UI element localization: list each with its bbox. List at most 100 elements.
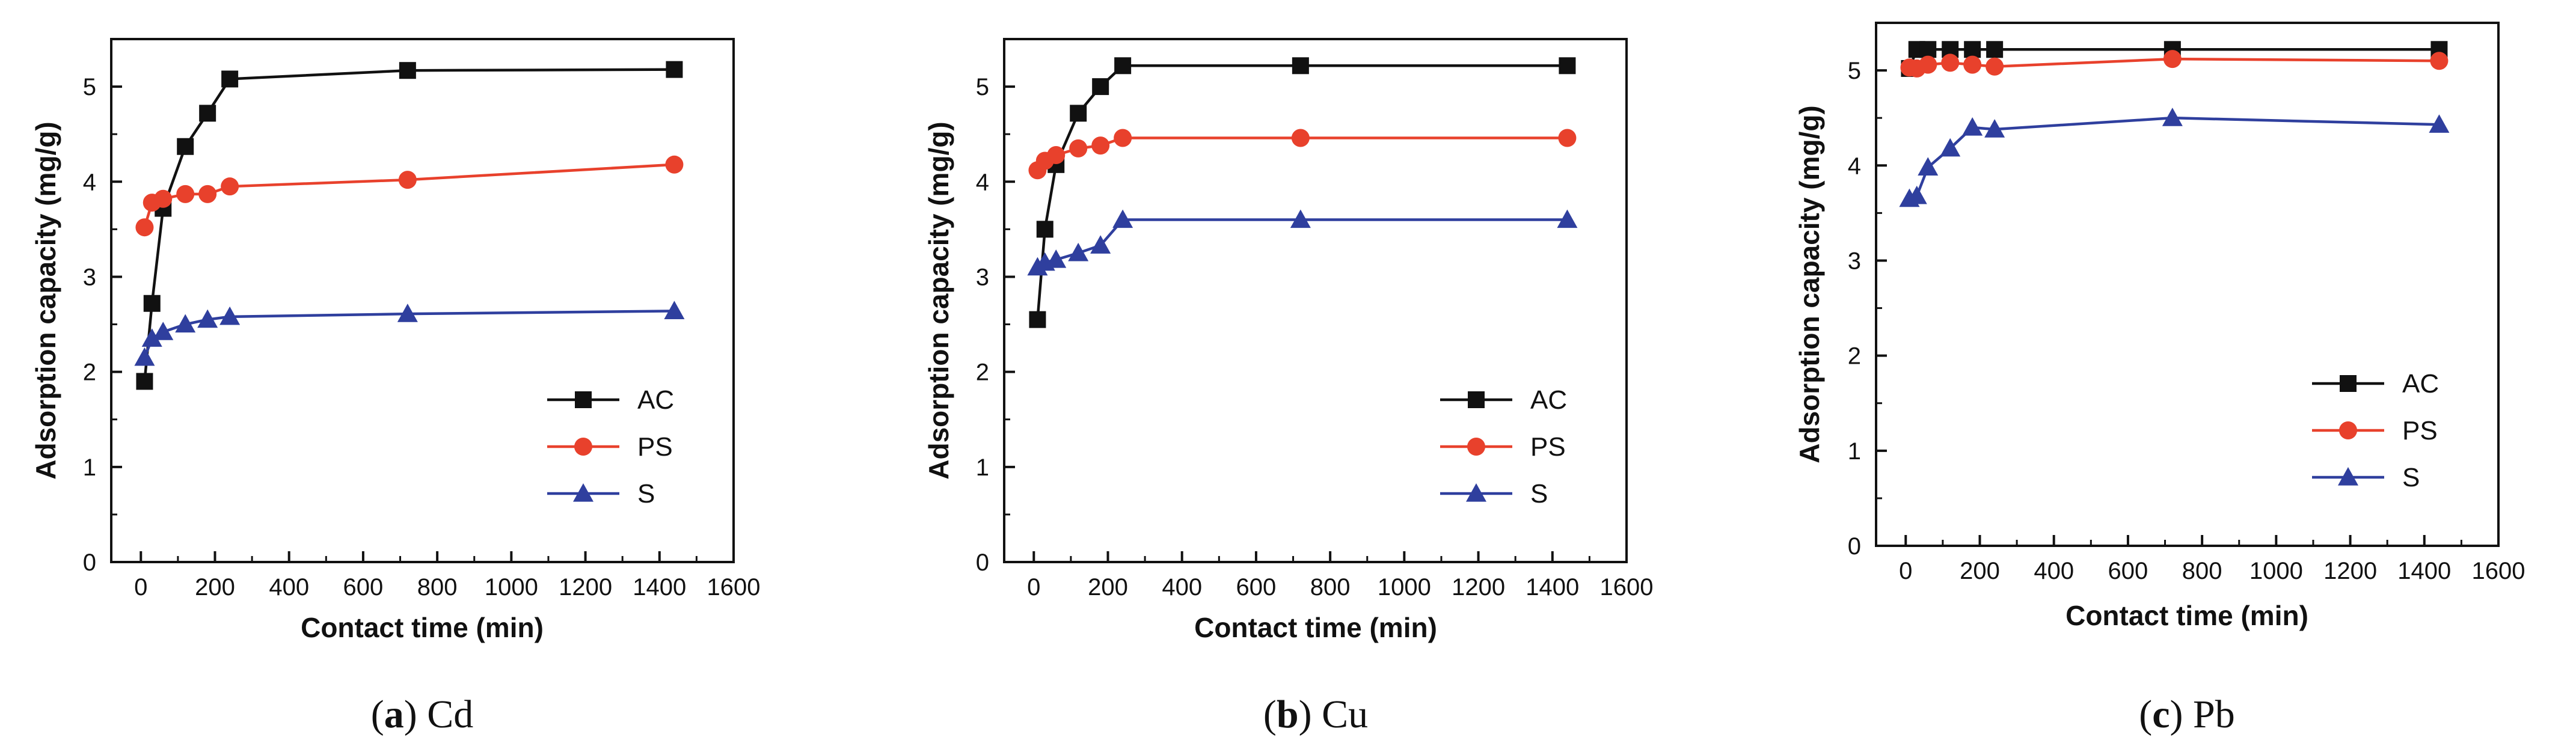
y-tick-label: 0 (976, 549, 989, 576)
series-layer (134, 61, 685, 390)
data-point-ac (399, 62, 416, 79)
data-point-s (1112, 209, 1133, 228)
data-point-s (397, 304, 418, 322)
data-point-ps (1291, 129, 1310, 147)
x-tick-label: 1000 (2249, 558, 2303, 584)
panel-element: Cd (427, 692, 473, 736)
y-tick-label: 5 (83, 74, 96, 100)
x-tick-label: 1200 (2323, 558, 2377, 584)
data-point-s (2162, 108, 2183, 126)
data-point-ac (1092, 78, 1109, 96)
legend-label-ac: AC (2402, 369, 2439, 399)
x-tick-label: 0 (134, 574, 147, 601)
data-point-s (175, 314, 196, 333)
axis-ticks (1876, 69, 2500, 547)
y-tick-label: 0 (83, 549, 96, 576)
x-tick-label: 200 (195, 574, 235, 601)
y-tick-label: 5 (976, 74, 989, 100)
tick-labels: 0 200 400 600 800 1000 1200 1400 1600 0 1 2 3 4 5 (1848, 58, 2525, 584)
y-tick-label: 2 (976, 359, 989, 386)
x-tick-label: 400 (1162, 574, 1202, 601)
data-point-s (134, 347, 155, 366)
data-point-ps (2430, 52, 2449, 70)
data-point-ps (1091, 136, 1110, 155)
y-tick-label: 0 (1848, 533, 1861, 560)
data-point-s (1068, 242, 1089, 261)
x-tick-label: 1200 (559, 574, 612, 601)
data-point-s (1940, 138, 1961, 157)
data-point-ac (1292, 57, 1309, 75)
legend-marker-s (2338, 467, 2358, 486)
legend-label-ac: AC (1530, 385, 1567, 415)
plot-frame (110, 38, 735, 563)
panel-letter: c (2152, 692, 2170, 736)
legend-marker-ac (2340, 375, 2357, 392)
y-axis-title: Adsorption capacity (mg/g) (923, 121, 954, 479)
x-axis-title: Contact time (min) (2065, 600, 2308, 631)
panel-element: Cu (1322, 692, 1368, 736)
data-point-ps (1941, 53, 1960, 72)
data-point-s (141, 328, 162, 347)
y-tick-label: 1 (1848, 438, 1861, 465)
x-tick-label: 600 (2108, 558, 2148, 584)
axis-ticks (1004, 85, 1628, 563)
y-axis-title: Adsorption capacity (mg/g) (30, 121, 61, 479)
data-point-s (1984, 119, 2005, 138)
data-point-s (197, 309, 218, 328)
y-tick-label: 3 (976, 264, 989, 290)
data-point-ac (199, 105, 216, 122)
x-tick-label: 400 (2034, 558, 2074, 584)
legend-marker-ac (575, 391, 592, 408)
x-tick-label: 1000 (1378, 574, 1431, 601)
chart-panel-b: 0 200 400 600 800 1000 1200 1400 1600 0 1 2 3 4 5 AC PS… (923, 38, 1653, 736)
data-point-ac (177, 138, 194, 155)
data-point-ps (221, 177, 239, 196)
data-point-s (1962, 117, 1983, 136)
legend-label-s: S (2402, 463, 2420, 492)
data-point-ps (176, 185, 195, 203)
axis-ticks (111, 85, 735, 563)
data-point-s (153, 322, 174, 340)
data-point-s (1918, 157, 1939, 176)
x-tick-label: 0 (1899, 558, 1912, 584)
x-tick-label: 600 (343, 574, 384, 601)
data-point-ac (136, 373, 153, 390)
data-point-ps (1963, 55, 1982, 74)
panel-letter: b (1277, 692, 1299, 736)
data-point-ac (666, 61, 683, 78)
legend-marker-ps (2339, 421, 2357, 439)
data-point-ps (135, 218, 154, 237)
data-point-ac (1070, 105, 1087, 122)
data-point-ac (1114, 57, 1132, 75)
legend: AC PS S (547, 385, 674, 509)
data-point-s (219, 306, 241, 325)
panel-letter: a (384, 692, 404, 736)
data-point-ps (665, 155, 684, 174)
x-tick-label: 1600 (707, 574, 761, 601)
data-point-s (2429, 114, 2450, 133)
legend-marker-ps (574, 438, 592, 456)
data-point-ac (1964, 41, 1981, 58)
y-tick-label: 4 (976, 169, 989, 195)
x-tick-label: 200 (1960, 558, 2000, 584)
data-point-ps (398, 171, 417, 189)
data-point-ps (1919, 55, 1937, 74)
x-tick-label: 800 (417, 574, 458, 601)
legend-label-ps: PS (2402, 416, 2438, 445)
series-layer (1027, 57, 1578, 328)
tick-labels: 0 200 400 600 800 1000 1200 1400 1600 0 1 2 3 4 5 (83, 74, 761, 601)
data-point-ps (1069, 139, 1088, 157)
data-point-ps (1558, 129, 1577, 147)
y-tick-label: 1 (83, 454, 96, 481)
series-layer (1899, 41, 2450, 207)
x-tick-label: 800 (2182, 558, 2222, 584)
plot-frame (1875, 22, 2500, 547)
y-tick-label: 4 (83, 169, 96, 195)
plot-frame (1003, 38, 1628, 563)
panel-element: Pb (2193, 692, 2235, 736)
y-axis-title: Adsorption capacity (mg/g) (1794, 105, 1825, 463)
x-axis-title: Contact time (min) (301, 612, 544, 643)
x-tick-label: 1600 (2472, 558, 2525, 584)
data-point-ac (1029, 311, 1046, 328)
data-point-s (1290, 209, 1311, 228)
